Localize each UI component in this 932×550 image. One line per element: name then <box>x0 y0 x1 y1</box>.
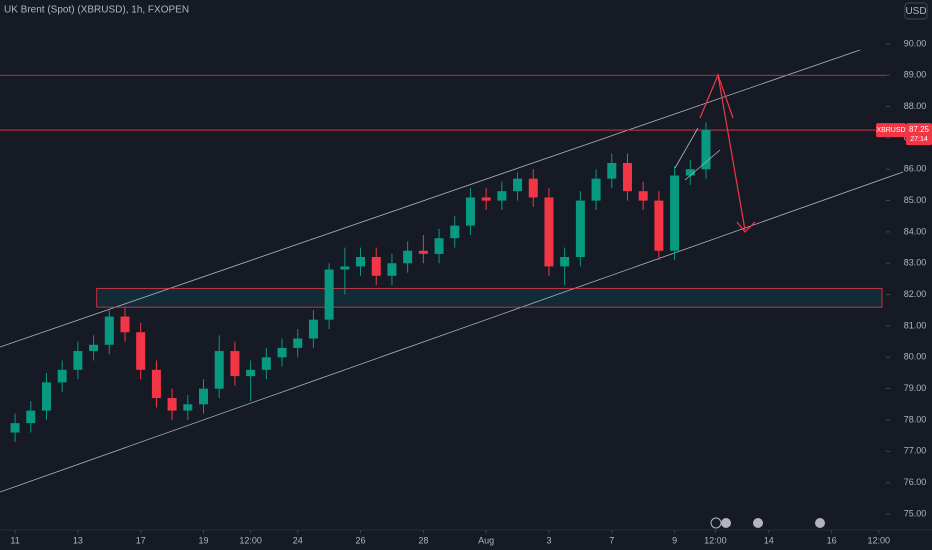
candle-body <box>340 266 350 270</box>
candle-body <box>277 347 287 358</box>
channel-upper <box>0 49 861 348</box>
x-tick-label: 12:00 <box>704 535 727 545</box>
chart-title: UK Brent (Spot) (XBRUSD), 1h, FXOPEN <box>4 5 189 16</box>
x-tick-label: 26 <box>356 535 366 545</box>
candle-body <box>654 200 664 251</box>
y-tick-label: 75.00 <box>904 508 927 518</box>
candle-body <box>450 225 460 239</box>
candle-body <box>10 423 20 433</box>
currency-button[interactable] <box>904 2 928 20</box>
symbol-tag <box>876 123 906 138</box>
y-tick-label: 90.00 <box>904 38 927 48</box>
event-icon[interactable] <box>815 518 825 528</box>
candle-body <box>120 316 130 333</box>
candle-body <box>560 257 570 267</box>
event-icon[interactable] <box>753 518 763 528</box>
candle-body <box>167 398 177 411</box>
y-tick-label: 79.00 <box>904 383 927 393</box>
y-tick-label: 81.00 <box>904 320 927 330</box>
plot <box>0 74 886 442</box>
x-tick-label: 12:00 <box>867 535 890 545</box>
candle-body <box>591 178 601 201</box>
candle-body <box>230 351 240 377</box>
candle-body <box>670 175 680 251</box>
candle-body <box>513 178 523 192</box>
candle-body <box>73 351 83 370</box>
candle-body <box>371 257 381 276</box>
x-tick-label: 14 <box>764 535 774 545</box>
candle-body <box>434 238 444 254</box>
candle-body <box>465 197 475 226</box>
countdown-label: 27:14 <box>910 136 928 143</box>
y-tick-label: 82.00 <box>904 289 927 299</box>
x-tick-label: 24 <box>293 535 303 545</box>
y-tick-label: 77.00 <box>904 446 927 456</box>
x-tick-label: 11 <box>10 535 19 545</box>
candle-body <box>622 162 632 192</box>
candle-body <box>387 263 397 276</box>
y-tick-label: 85.00 <box>904 195 927 205</box>
candle-body <box>26 410 36 424</box>
candle-body <box>418 250 428 254</box>
y-tick-label: 88.00 <box>904 101 927 111</box>
candle-body <box>183 404 193 411</box>
x-tick-label: 19 <box>198 535 208 545</box>
candle-body <box>104 316 114 345</box>
candle-body <box>246 369 256 377</box>
wedge <box>674 127 721 181</box>
candle-body <box>481 197 491 201</box>
candle-body <box>308 319 318 339</box>
candle-body <box>356 257 366 267</box>
projection-arrow <box>699 72 756 233</box>
candle-body <box>403 250 413 264</box>
candle-body <box>575 200 585 258</box>
candle-body <box>199 388 209 405</box>
candle-body <box>497 191 507 201</box>
candle-body <box>607 162 617 179</box>
candle-body <box>214 351 224 389</box>
x-tick-label: 28 <box>418 535 428 545</box>
price-tag <box>906 123 932 146</box>
y-tick-label: 76.00 <box>904 477 927 487</box>
candle-body <box>701 130 711 170</box>
y-tick-label: 89.00 <box>904 70 927 80</box>
x-tick-label: 17 <box>136 535 146 545</box>
candle-body <box>638 191 648 201</box>
y-tick-label: 78.00 <box>904 414 927 424</box>
y-tick-label: 84.00 <box>904 226 927 236</box>
y-tick-label: 80.00 <box>904 352 927 362</box>
candle-body <box>261 357 271 370</box>
candle-body <box>41 382 51 411</box>
y-tick-label: 86.00 <box>904 164 927 174</box>
symbol-tag-label: XBRUSD <box>876 127 905 134</box>
price-tag-label: 87.25 <box>909 125 930 134</box>
candle-body <box>57 369 67 383</box>
event-icon[interactable] <box>721 518 731 528</box>
candle-body <box>151 369 161 399</box>
x-tick-label: 3 <box>546 535 551 545</box>
candle-body <box>89 344 99 352</box>
x-tick-label: 16 <box>827 535 837 545</box>
event-icons <box>710 517 825 529</box>
zone <box>96 287 883 308</box>
y-tick-label: 83.00 <box>904 258 927 268</box>
x-tick-label: 13 <box>73 535 83 545</box>
x-tick-label: 9 <box>672 535 677 545</box>
candle-body <box>544 197 554 267</box>
candle-body <box>528 178 538 198</box>
candle-body <box>685 169 695 176</box>
candle-body <box>293 338 303 348</box>
x-tick-label: 7 <box>609 535 614 545</box>
currency-label: USD <box>905 6 926 17</box>
x-tick-label: 12:00 <box>239 535 262 545</box>
candle-body <box>324 269 334 320</box>
candle-body <box>136 332 146 370</box>
x-tick-label: Aug <box>478 535 494 545</box>
